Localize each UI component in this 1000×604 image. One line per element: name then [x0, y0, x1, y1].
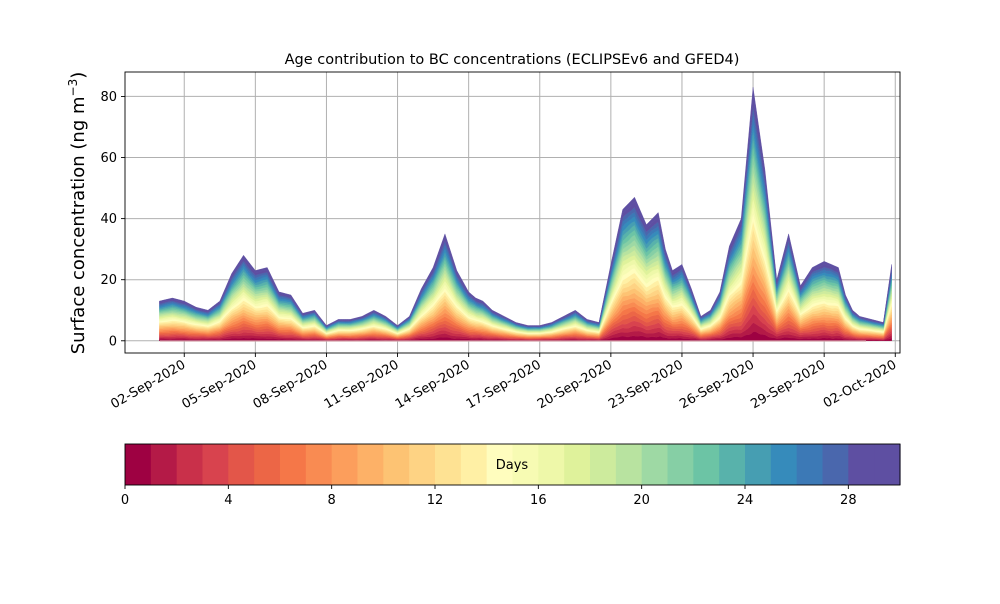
colorbar-swatch — [796, 444, 824, 485]
x-tick-label: 29-Sep-2020 — [748, 357, 828, 412]
y-tick-label: 20 — [100, 273, 117, 288]
colorbar-swatch — [305, 444, 333, 485]
colorbar-tick-label: 28 — [840, 493, 857, 508]
colorbar-tick-label: 8 — [328, 493, 336, 508]
x-tick-label: 05-Sep-2020 — [180, 357, 260, 412]
colorbar-tick-label: 4 — [224, 493, 232, 508]
colorbar-swatch — [693, 444, 720, 485]
colorbar-swatch — [615, 444, 643, 485]
colorbar-swatch — [383, 444, 410, 485]
colorbar-swatch — [357, 444, 384, 485]
colorbar-swatches — [125, 444, 901, 485]
colorbar-swatch — [770, 444, 798, 485]
x-tick-label: 17-Sep-2020 — [464, 357, 544, 412]
colorbar-swatch — [667, 444, 694, 485]
colorbar: Days 0 4 8 12 16 20 24 28 — [121, 443, 901, 508]
y-axis-label-sup: −3 — [66, 79, 80, 97]
x-tick-label: 20-Sep-2020 — [535, 357, 615, 412]
colorbar-swatch — [719, 444, 746, 485]
colorbar-swatch — [822, 444, 849, 485]
colorbar-swatch — [228, 444, 255, 485]
colorbar-tick-label: 16 — [530, 493, 547, 508]
y-axis-label-close: ) — [68, 72, 89, 79]
y-axis-label-main: Surface concentration (ng m — [68, 96, 89, 354]
chart-title: Age contribution to BC concentrations (E… — [285, 52, 740, 68]
colorbar-swatch — [590, 444, 617, 485]
colorbar-swatch — [176, 444, 204, 485]
colorbar-swatch — [280, 444, 307, 485]
colorbar-swatch — [564, 444, 591, 485]
colorbar-swatch — [745, 444, 772, 485]
colorbar-swatch — [254, 444, 281, 485]
x-tick-label: 23-Sep-2020 — [606, 357, 686, 412]
colorbar-tick-label: 20 — [633, 493, 650, 508]
colorbar-swatch — [125, 444, 152, 485]
y-axis-label: Surface concentration (ng m−3) — [66, 72, 89, 355]
colorbar-tick-label: 12 — [427, 493, 444, 508]
y-tick-label: 60 — [100, 151, 117, 166]
y-tick-label: 0 — [109, 334, 117, 349]
grid-lines — [125, 72, 900, 353]
x-tick-label: 02-Sep-2020 — [108, 357, 188, 412]
y-tick-label: 40 — [100, 212, 117, 227]
y-axis-ticks: 0 20 40 60 80 — [100, 90, 125, 349]
colorbar-swatch — [874, 444, 901, 485]
colorbar-swatch — [331, 444, 359, 485]
age-layer-29 — [159, 87, 892, 327]
x-tick-label: 11-Sep-2020 — [322, 357, 402, 412]
colorbar-swatch — [460, 444, 488, 485]
colorbar-swatch — [150, 444, 178, 485]
plot-frame — [124, 71, 901, 354]
x-tick-label: 02-Oct-2020 — [821, 357, 899, 411]
plot-area: 0 20 40 60 80 02-Sep-202005-Sep-202008-Sep-2… — [100, 71, 901, 412]
colorbar-ticks: 0 4 8 12 16 20 24 28 — [121, 485, 857, 508]
colorbar-tick-label: 0 — [121, 493, 129, 508]
x-tick-label: 14-Sep-2020 — [393, 357, 473, 412]
colorbar-tick-label: 24 — [737, 493, 754, 508]
y-tick-label: 80 — [100, 90, 117, 105]
colorbar-swatch — [486, 444, 514, 485]
age-layers — [159, 87, 892, 341]
x-tick-label: 26-Sep-2020 — [677, 357, 757, 412]
x-tick-label: 08-Sep-2020 — [251, 357, 331, 412]
colorbar-swatch — [409, 444, 436, 485]
colorbar-label: Days — [496, 458, 529, 473]
colorbar-swatch — [512, 444, 539, 485]
x-axis-ticks: 02-Sep-202005-Sep-202008-Sep-202011-Sep-… — [108, 353, 899, 412]
colorbar-swatch — [202, 444, 229, 485]
colorbar-swatch — [641, 444, 669, 485]
colorbar-swatch — [435, 444, 462, 485]
colorbar-swatch — [848, 444, 875, 485]
colorbar-frame — [124, 443, 901, 486]
colorbar-swatch — [538, 444, 565, 485]
